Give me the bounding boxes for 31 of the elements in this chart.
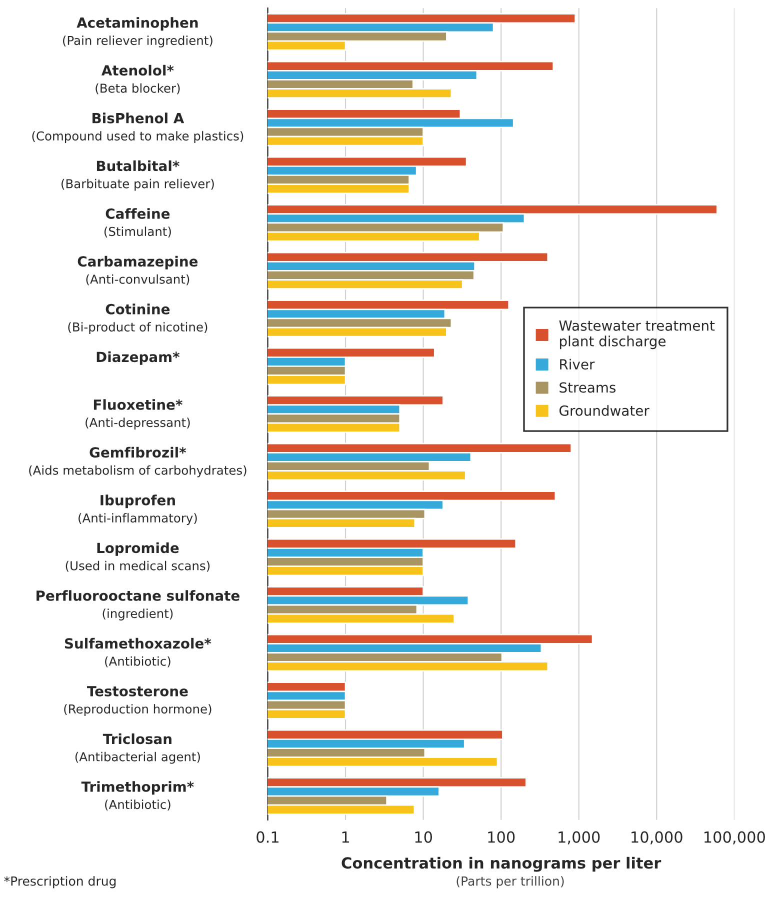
y-tick-label: Cotinine (Bi-product of nicotine) <box>68 304 208 334</box>
y-tick-label: Testosterone (Reproduction hormone) <box>64 686 212 716</box>
y-tick-label: Carbamazepine (Anti-convulsant) <box>78 256 198 286</box>
y-tick-label: BisPhenol A (Compound used to make plastics) <box>32 112 244 143</box>
y-tick-label: Trimethoprim* (Antibiotic) <box>81 781 194 811</box>
x-tick-label: 10,000 <box>632 831 682 844</box>
x-tick-label: 1 <box>342 831 349 843</box>
y-tick-label: Gemfibrozil* (Aids metabolism of carbohydrates) <box>29 446 246 478</box>
y-tick-label: Acetaminophen (Pain reliever ingredient) <box>63 17 212 48</box>
y-tick-label: Butalbital* (Barbituate pain reliever) <box>62 160 214 191</box>
legend-label: Groundwater <box>560 405 650 416</box>
y-tick-label: Sulfamethoxazole* (Antibiotic) <box>64 638 212 668</box>
x-tick-label: 1,000 <box>558 831 600 844</box>
x-tick-label: 100 <box>488 831 515 843</box>
legend-label: Streams <box>560 382 616 393</box>
y-tick-label: Diazepam* <box>96 351 180 365</box>
legend-label: River <box>560 358 595 370</box>
legend-label: Wastewater treatment plant discharge <box>559 320 715 350</box>
text: (Parts per trillion) <box>456 876 564 888</box>
x-tick-label: 10 <box>415 831 432 843</box>
x-axis-title: Concentration in nanograms per liter <box>342 856 662 872</box>
y-tick-label: Ibuprofen (Anti-inflammatory) <box>78 494 197 525</box>
x-tick-label: 100,000 <box>704 831 765 844</box>
y-tick-label: Triclosan (Antibacterial agent) <box>75 733 200 764</box>
y-tick-label: Atenolol* (Beta blocker) <box>96 64 180 94</box>
y-tick-label: Perfluorooctane sulfonate (ingredient) <box>36 590 240 620</box>
text: *Prescription drug <box>4 876 116 888</box>
x-tick-label: 0.1 <box>256 831 278 843</box>
y-tick-label: Fluoxetine* (Anti-depressant) <box>86 399 190 430</box>
y-tick-label: Caffeine (Stimulant) <box>104 208 171 238</box>
y-tick-label: Lopromide (Used in medical scans) <box>66 542 210 572</box>
